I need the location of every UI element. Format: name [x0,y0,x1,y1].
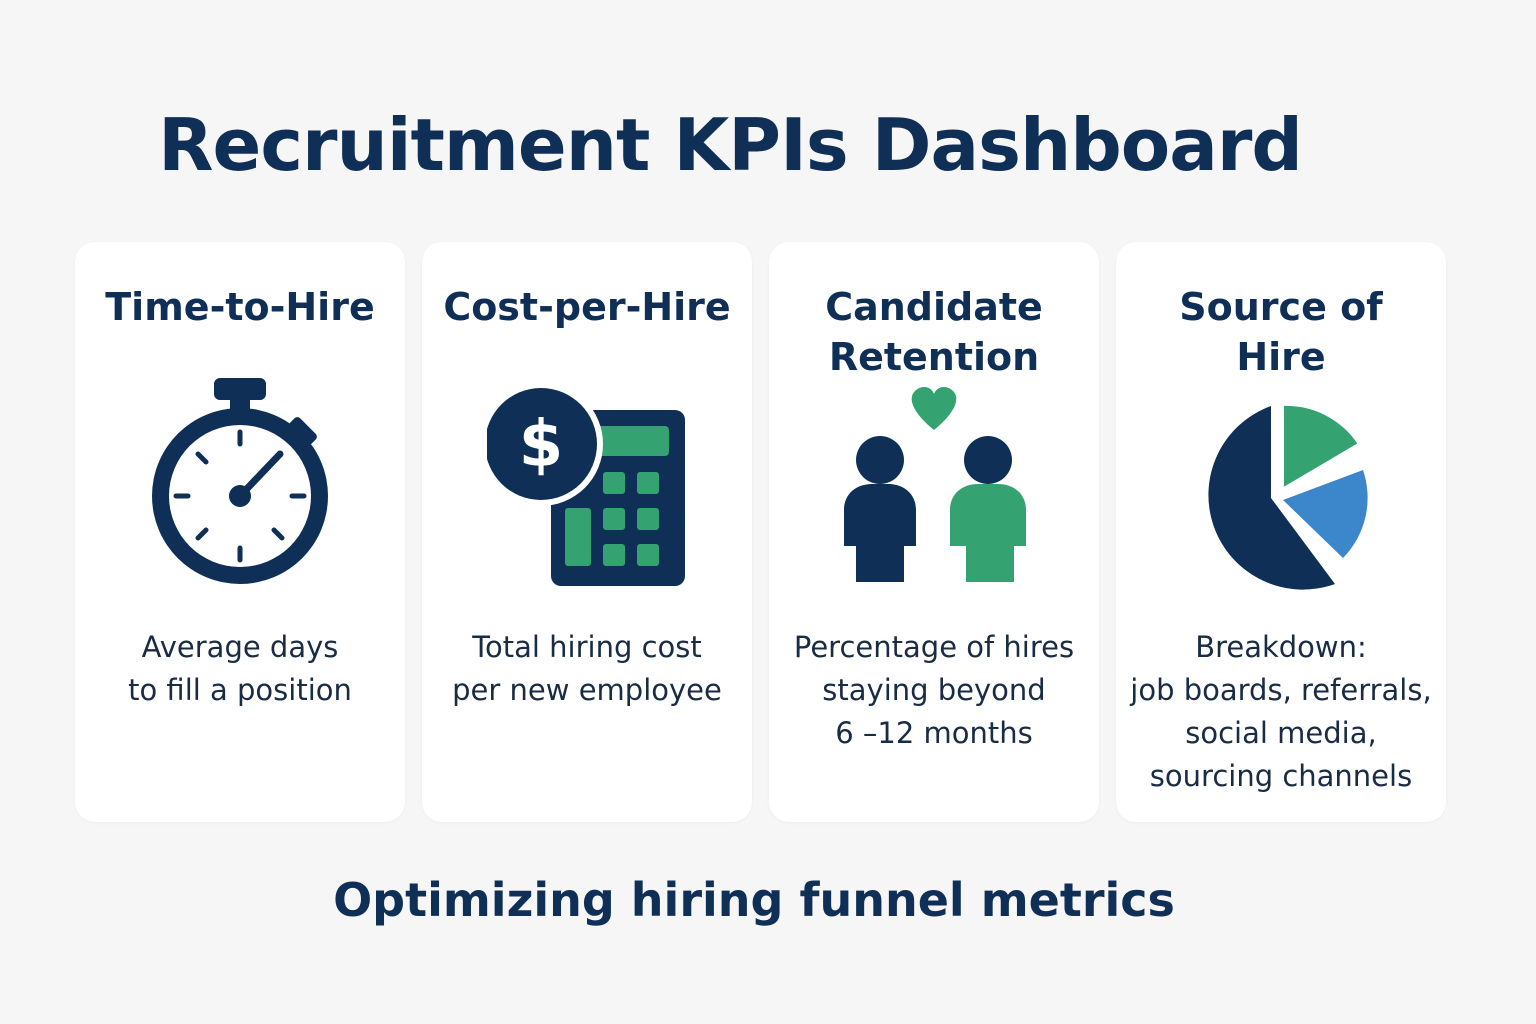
footer-tagline: Optimizing hiring funnel metrics [333,873,1175,927]
people-heart-icon [844,387,1026,582]
kpi-card-title: Time-to-Hire [105,285,375,329]
kpi-card-cost-per-hire: Cost-per-Hire $ Total hiring cost per ne… [422,242,752,822]
kpi-card-source-of-hire: Source of Hire Breakdown: job boards, re… [1116,242,1446,822]
kpi-cards: Time-to-Hire [75,242,1447,822]
kpi-card-description: Percentage of hires staying beyond 6 –12… [793,630,1075,750]
svg-text:$: $ [519,408,564,482]
pie-chart-icon [1208,405,1368,590]
kpi-card-description: Breakdown: job boards, referrals, social… [1130,630,1432,793]
kpi-card-description: Total hiring cost per new employee [452,630,722,707]
kpi-card-description: Average days to fill a position [128,630,352,707]
kpi-card-title: Candidate Retention [825,285,1043,379]
kpi-card-time-to-hire: Time-to-Hire [75,242,405,822]
kpi-card-title: Source of Hire [1179,285,1383,379]
stopwatch-icon [152,378,328,584]
calculator-dollar-icon: $ [487,382,685,586]
page-title: Recruitment KPIs Dashboard [158,103,1303,187]
kpi-card-candidate-retention: Candidate Retention Percentage of hires … [769,242,1099,822]
kpi-card-title: Cost-per-Hire [443,285,731,329]
